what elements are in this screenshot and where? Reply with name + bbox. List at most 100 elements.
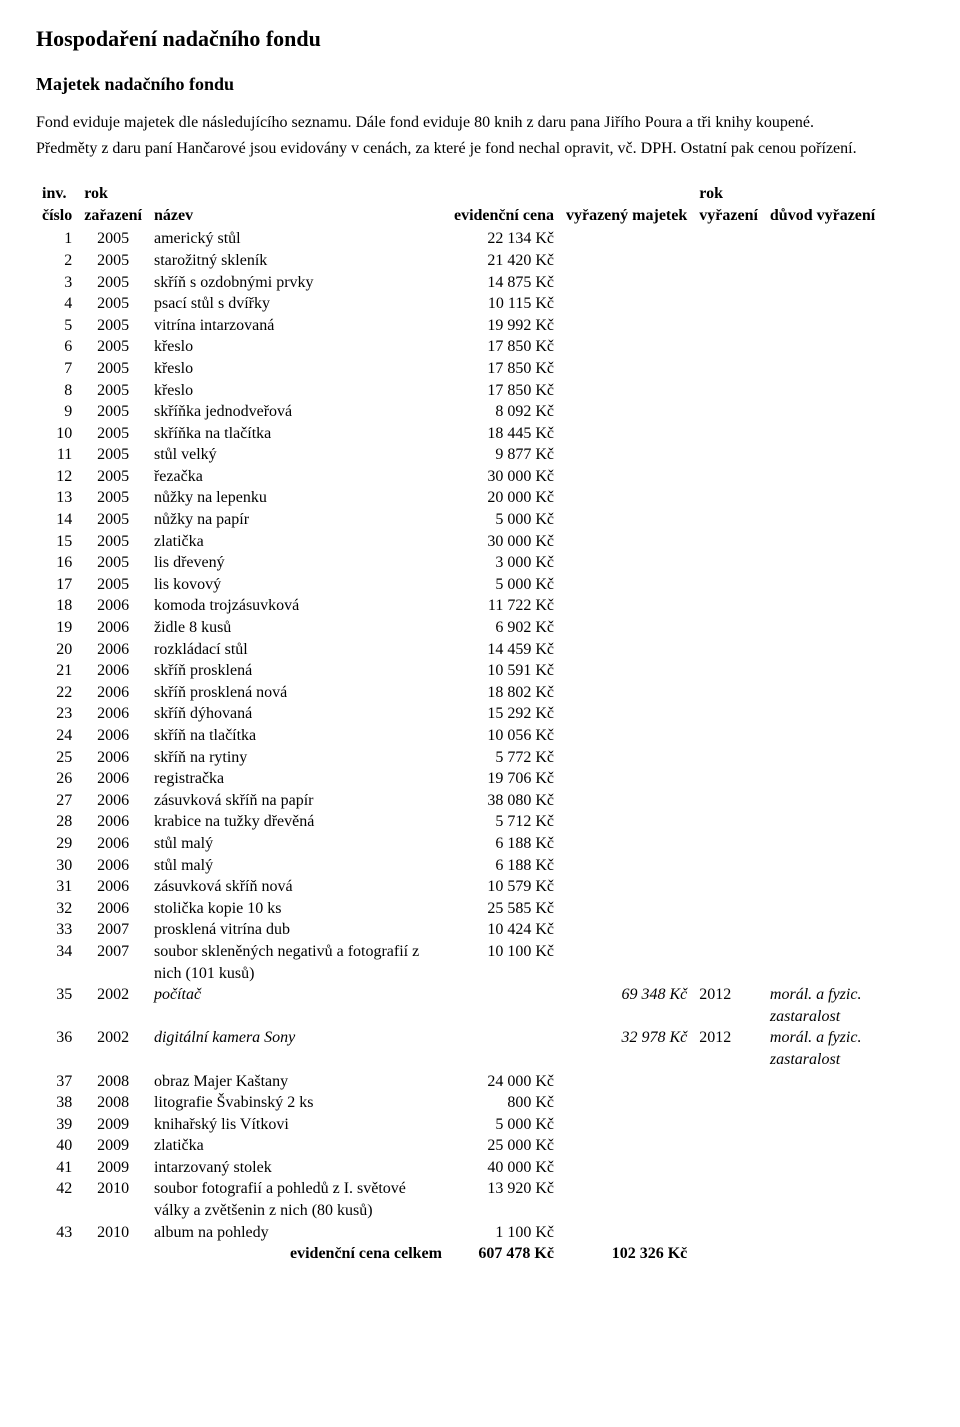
table-cell <box>764 1114 924 1136</box>
table-cell: 25 585 Kč <box>448 898 560 920</box>
table-cell: 22 <box>36 682 78 704</box>
table-cell <box>693 703 764 725</box>
table-cell <box>693 876 764 898</box>
table-row: 102005skříňka na tlačítka18 445 Kč <box>36 423 924 445</box>
table-cell <box>560 423 693 445</box>
table-cell: 19 706 Kč <box>448 768 560 790</box>
table-cell <box>693 595 764 617</box>
table-cell <box>560 531 693 553</box>
table-cell <box>560 1222 693 1244</box>
table-cell: 25 <box>36 747 78 769</box>
table-row: 32005skříň s ozdobnými prvky14 875 Kč <box>36 272 924 294</box>
table-cell <box>693 941 764 984</box>
table-cell: zásuvková skříň na papír <box>148 790 448 812</box>
table-cell <box>764 574 924 596</box>
table-cell: 2009 <box>78 1157 148 1179</box>
table-cell <box>764 768 924 790</box>
table-row: 142005nůžky na papír5 000 Kč <box>36 509 924 531</box>
table-cell: skříň prosklená <box>148 660 448 682</box>
table-cell: počítač <box>148 984 448 1027</box>
table-cell: stůl malý <box>148 833 448 855</box>
table-cell: 2006 <box>78 833 148 855</box>
table-cell: 2012 <box>693 1027 764 1070</box>
table-total-row: evidenční cena celkem607 478 Kč102 326 K… <box>36 1243 924 1265</box>
table-cell <box>764 228 924 250</box>
table-row: 52005vitrína intarzovaná19 992 Kč <box>36 315 924 337</box>
table-cell: 2008 <box>78 1092 148 1114</box>
table-cell <box>693 1157 764 1179</box>
table-cell <box>764 919 924 941</box>
table-cell <box>693 358 764 380</box>
table-row: 422010soubor fotografií a pohledů z I. s… <box>36 1178 924 1221</box>
table-cell <box>764 876 924 898</box>
table-cell: 2006 <box>78 768 148 790</box>
table-cell <box>764 941 924 984</box>
table-cell: 36 <box>36 1027 78 1070</box>
table-cell: 2005 <box>78 444 148 466</box>
table-cell: 31 <box>36 876 78 898</box>
table-cell: 12 <box>36 466 78 488</box>
table-row: 432010album na pohledy1 100 Kč <box>36 1222 924 1244</box>
table-cell: 17 850 Kč <box>448 380 560 402</box>
table-cell: 41 <box>36 1157 78 1179</box>
table-cell: zlatička <box>148 531 448 553</box>
table-cell: 10 115 Kč <box>448 293 560 315</box>
table-cell: 2005 <box>78 336 148 358</box>
table-cell: 15 <box>36 531 78 553</box>
table-cell <box>560 811 693 833</box>
table-cell: 10 056 Kč <box>448 725 560 747</box>
table-cell: lis dřevený <box>148 552 448 574</box>
table-cell: 9 877 Kč <box>448 444 560 466</box>
table-cell <box>764 423 924 445</box>
table-cell: 2006 <box>78 747 148 769</box>
table-cell <box>764 487 924 509</box>
table-row: 362002digitální kamera Sony32 978 Kč2012… <box>36 1027 924 1070</box>
table-cell: skříň prosklená nová <box>148 682 448 704</box>
table-cell: psací stůl s dvířky <box>148 293 448 315</box>
table-cell <box>560 855 693 877</box>
table-cell <box>560 876 693 898</box>
table-cell: 40 000 Kč <box>448 1157 560 1179</box>
table-row: 202006rozkládací stůl14 459 Kč <box>36 639 924 661</box>
table-cell: 38 <box>36 1092 78 1114</box>
table-cell <box>693 898 764 920</box>
table-row: 372008obraz Majer Kaštany24 000 Kč <box>36 1071 924 1093</box>
table-cell: 24 <box>36 725 78 747</box>
table-cell <box>448 1027 560 1070</box>
table-cell: 2006 <box>78 595 148 617</box>
table-row: 82005křeslo17 850 Kč <box>36 380 924 402</box>
table-cell: 15 292 Kč <box>448 703 560 725</box>
table-cell: 2005 <box>78 272 148 294</box>
table-cell: 32 978 Kč <box>560 1027 693 1070</box>
table-cell: 34 <box>36 941 78 984</box>
table-cell <box>693 682 764 704</box>
table-cell: 2 <box>36 250 78 272</box>
table-cell <box>764 250 924 272</box>
table-cell <box>560 790 693 812</box>
table-cell: prosklená vitrína dub <box>148 919 448 941</box>
table-cell: 39 <box>36 1114 78 1136</box>
table-cell: 13 920 Kč <box>448 1178 560 1221</box>
table-cell <box>560 552 693 574</box>
table-row: 402009zlatička25 000 Kč <box>36 1135 924 1157</box>
table-cell: morál. a fyzic. zastaralost <box>764 984 924 1027</box>
table-cell <box>764 703 924 725</box>
table-cell <box>560 401 693 423</box>
page-title: Hospodaření nadačního fondu <box>36 24 924 54</box>
table-cell <box>764 1243 924 1265</box>
table-cell <box>693 1222 764 1244</box>
table-cell <box>693 1071 764 1093</box>
table-row: 192006židle 8 kusů6 902 Kč <box>36 617 924 639</box>
table-cell: 2005 <box>78 466 148 488</box>
table-cell: 18 802 Kč <box>448 682 560 704</box>
table-cell: 19 <box>36 617 78 639</box>
table-cell: 5 000 Kč <box>448 509 560 531</box>
table-cell: skříň s ozdobnými prvky <box>148 272 448 294</box>
table-row: 162005lis dřevený3 000 Kč <box>36 552 924 574</box>
table-cell: 2002 <box>78 1027 148 1070</box>
table-cell: 2006 <box>78 617 148 639</box>
table-cell: 2005 <box>78 293 148 315</box>
table-header-row: inv. číslo rok zařazení název evidenční … <box>36 183 924 228</box>
table-cell: stůl malý <box>148 855 448 877</box>
table-row: 232006skříň dýhovaná15 292 Kč <box>36 703 924 725</box>
